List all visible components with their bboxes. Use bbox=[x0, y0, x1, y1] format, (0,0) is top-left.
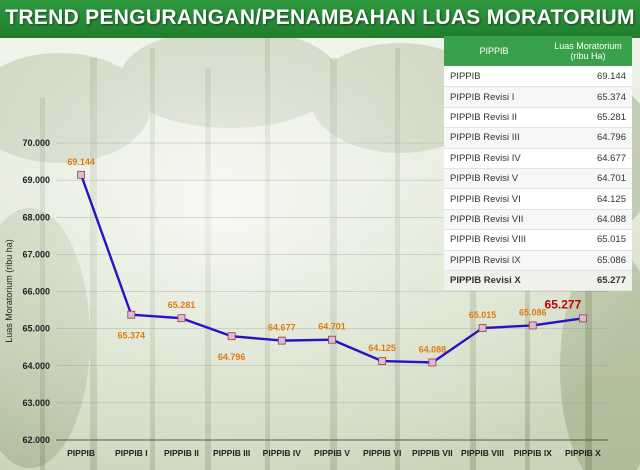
table-row: PIPPIB Revisi IV 64.677 bbox=[444, 148, 632, 169]
row-value: 69.144 bbox=[544, 66, 632, 88]
x-tick-label: PIPPIB I bbox=[115, 448, 148, 458]
table-row: PIPPIB Revisi IX 65.086 bbox=[444, 250, 632, 271]
data-label: 64.088 bbox=[419, 344, 447, 354]
row-value: 64.088 bbox=[544, 209, 632, 231]
title-bar: TREND PENGURANGAN/PENAMBAHAN LUAS MORATO… bbox=[0, 0, 640, 38]
slide-title: TREND PENGURANGAN/PENAMBAHAN LUAS MORATO… bbox=[5, 6, 635, 29]
row-value: 65.374 bbox=[544, 86, 632, 108]
row-name: PIPPIB Revisi I bbox=[444, 86, 544, 108]
table-row: PIPPIB Revisi III 64.796 bbox=[444, 127, 632, 149]
data-label: 65.281 bbox=[168, 300, 196, 310]
row-value: 65.277 bbox=[544, 270, 632, 292]
row-value: 64.796 bbox=[544, 127, 632, 149]
data-point bbox=[378, 357, 387, 366]
row-value: 65.015 bbox=[544, 229, 632, 251]
row-name: PIPPIB Revisi VI bbox=[444, 188, 544, 210]
data-point bbox=[528, 321, 537, 330]
data-point bbox=[127, 310, 136, 319]
row-value: 64.701 bbox=[544, 168, 632, 190]
x-tick-label: PIPPIB II bbox=[164, 448, 199, 458]
table-row: PIPPIB Revisi VI 64.125 bbox=[444, 188, 632, 210]
table-header: PIPPIB Luas Moratorium (ribu Ha) bbox=[444, 36, 632, 67]
x-tick-label: PIPPIB VII bbox=[412, 448, 453, 458]
table-header-name: PIPPIB bbox=[444, 36, 544, 67]
data-label: 65.015 bbox=[469, 310, 497, 320]
row-name: PIPPIB bbox=[444, 66, 544, 88]
y-tick-label: 62.000 bbox=[22, 435, 50, 445]
x-tick-label: PIPPIB III bbox=[213, 448, 250, 458]
table-row: PIPPIB Revisi I 65.374 bbox=[444, 86, 632, 108]
row-value: 65.281 bbox=[544, 107, 632, 129]
data-label: 65.086 bbox=[519, 307, 547, 317]
row-name: PIPPIB Revisi V bbox=[444, 168, 544, 190]
data-label: 64.796 bbox=[218, 352, 246, 362]
row-name: PIPPIB Revisi II bbox=[444, 107, 544, 129]
data-point bbox=[227, 332, 236, 341]
data-point bbox=[277, 336, 286, 345]
y-tick-label: 70.000 bbox=[22, 138, 50, 148]
row-name: PIPPIB Revisi III bbox=[444, 127, 544, 149]
y-tick-label: 63.000 bbox=[22, 398, 50, 408]
data-point bbox=[328, 335, 336, 344]
x-tick-label: PIPPIB X bbox=[565, 448, 601, 458]
data-label: 69.144 bbox=[67, 157, 95, 167]
data-table: PIPPIB Luas Moratorium (ribu Ha) PIPPIB 6… bbox=[444, 36, 632, 292]
y-tick-label: 66.000 bbox=[22, 287, 50, 297]
table-row: PIPPIB Revisi VIII 65.015 bbox=[444, 229, 632, 251]
data-point bbox=[77, 170, 85, 179]
table-row: PIPPIB 69.144 bbox=[444, 66, 632, 88]
x-tick-label: PIPPIB IV bbox=[263, 448, 302, 458]
data-point bbox=[478, 324, 487, 332]
data-label: 64.677 bbox=[268, 323, 296, 333]
data-label: 64.701 bbox=[318, 322, 346, 332]
y-tick-label: 65.000 bbox=[22, 324, 50, 334]
table-row: PIPPIB Revisi V 64.701 bbox=[444, 168, 632, 190]
table-row: PIPPIB Revisi VII 64.088 bbox=[444, 209, 632, 231]
x-tick-label: PIPPIB IX bbox=[514, 448, 553, 458]
data-point bbox=[428, 358, 437, 367]
row-name: PIPPIB Revisi IX bbox=[444, 250, 544, 271]
table-row: PIPPIB Revisi X 65.277 bbox=[444, 270, 632, 292]
row-name: PIPPIB Revisi X bbox=[444, 270, 544, 292]
x-tick-label: PIPPIB VI bbox=[363, 448, 401, 458]
data-label: 65.374 bbox=[118, 331, 146, 341]
row-value: 65.086 bbox=[544, 250, 632, 271]
data-point bbox=[177, 314, 186, 323]
y-tick-label: 69.000 bbox=[22, 175, 50, 185]
x-tick-label: PIPPIB V bbox=[314, 448, 350, 458]
table-header-value: Luas Moratorium (ribu Ha) bbox=[544, 36, 632, 67]
row-name: PIPPIB Revisi VII bbox=[444, 209, 544, 231]
y-tick-label: 64.000 bbox=[22, 361, 50, 371]
y-tick-label: 67.000 bbox=[22, 249, 50, 259]
data-point bbox=[579, 314, 587, 323]
table-row: PIPPIB Revisi II 65.281 bbox=[444, 107, 632, 129]
x-tick-label: PIPPIB bbox=[67, 448, 95, 458]
x-tick-label: PIPPIB VIII bbox=[461, 448, 504, 458]
row-name: PIPPIB Revisi IV bbox=[444, 148, 544, 169]
data-label: 64.125 bbox=[368, 343, 396, 353]
data-label: 65.277 bbox=[545, 297, 582, 311]
row-value: 64.677 bbox=[544, 148, 632, 169]
y-axis-label: Luas Moratorium (ribu ha) bbox=[4, 239, 14, 343]
y-tick-label: 68.000 bbox=[22, 212, 50, 222]
row-name: PIPPIB Revisi VIII bbox=[444, 229, 544, 251]
row-value: 64.125 bbox=[544, 188, 632, 210]
